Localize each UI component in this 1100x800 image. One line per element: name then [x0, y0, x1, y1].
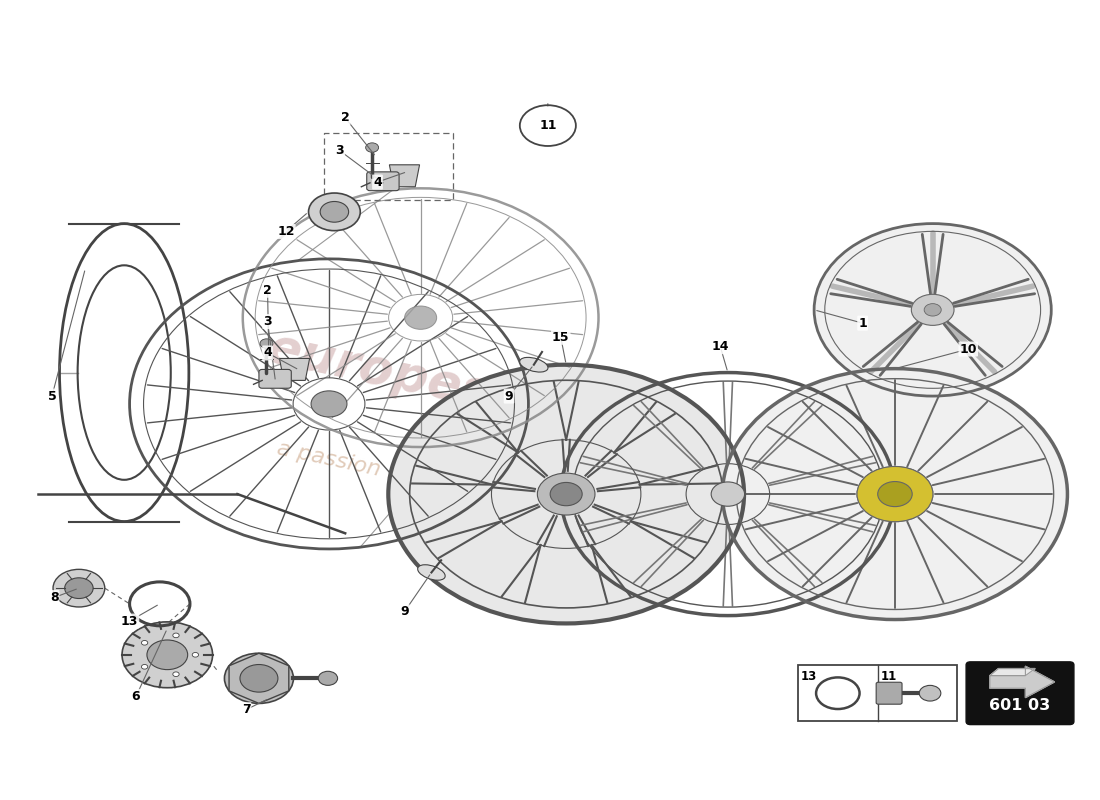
Text: 9: 9 — [505, 390, 514, 402]
FancyBboxPatch shape — [258, 370, 292, 388]
Text: 13: 13 — [801, 670, 817, 682]
Circle shape — [814, 223, 1052, 396]
Circle shape — [320, 202, 349, 222]
Circle shape — [192, 653, 199, 657]
Text: 12: 12 — [277, 225, 295, 238]
Text: 7: 7 — [242, 703, 251, 716]
Circle shape — [857, 466, 933, 522]
Text: 13: 13 — [121, 614, 139, 627]
Polygon shape — [279, 358, 309, 380]
Circle shape — [388, 365, 744, 623]
Circle shape — [142, 665, 147, 669]
Circle shape — [878, 482, 912, 506]
FancyBboxPatch shape — [966, 662, 1074, 725]
Circle shape — [308, 193, 361, 230]
Circle shape — [920, 686, 940, 701]
Ellipse shape — [418, 565, 446, 580]
Text: 4: 4 — [263, 346, 272, 359]
FancyBboxPatch shape — [366, 172, 399, 190]
FancyBboxPatch shape — [877, 682, 902, 704]
Polygon shape — [229, 654, 289, 703]
Text: 601 03: 601 03 — [989, 698, 1050, 713]
Text: 8: 8 — [50, 591, 58, 604]
Text: 14: 14 — [712, 340, 729, 353]
Circle shape — [65, 578, 94, 598]
Text: 10: 10 — [959, 342, 977, 355]
Text: 11: 11 — [881, 670, 896, 682]
Polygon shape — [389, 165, 419, 186]
Circle shape — [224, 654, 294, 703]
Text: 11: 11 — [539, 119, 557, 132]
Circle shape — [311, 391, 346, 417]
Text: 3: 3 — [336, 144, 344, 157]
Circle shape — [712, 482, 745, 506]
Circle shape — [911, 294, 954, 326]
Circle shape — [173, 633, 179, 638]
Circle shape — [240, 665, 278, 692]
Text: 6: 6 — [132, 690, 141, 703]
Text: 4: 4 — [373, 175, 382, 189]
Circle shape — [173, 672, 179, 677]
Circle shape — [260, 339, 273, 348]
Text: a passion for parts since 1: a passion for parts since 1 — [275, 438, 566, 518]
Circle shape — [405, 306, 437, 330]
Circle shape — [365, 143, 378, 152]
Text: 2: 2 — [263, 284, 272, 297]
Circle shape — [538, 473, 595, 515]
FancyBboxPatch shape — [798, 665, 957, 722]
Text: europespecs: europespecs — [263, 324, 622, 445]
Text: 15: 15 — [552, 330, 570, 344]
Text: 2: 2 — [341, 111, 350, 124]
Text: 3: 3 — [263, 315, 272, 328]
Polygon shape — [990, 666, 1055, 698]
Text: 1: 1 — [858, 317, 867, 330]
Polygon shape — [990, 669, 1035, 676]
Ellipse shape — [519, 358, 548, 372]
Text: 9: 9 — [400, 605, 409, 618]
Circle shape — [550, 482, 582, 506]
Text: 5: 5 — [47, 390, 56, 402]
Circle shape — [147, 640, 188, 670]
Circle shape — [924, 304, 942, 316]
Circle shape — [318, 671, 338, 686]
Circle shape — [142, 641, 147, 645]
Circle shape — [723, 369, 1067, 619]
Circle shape — [122, 622, 212, 688]
Circle shape — [53, 570, 104, 607]
